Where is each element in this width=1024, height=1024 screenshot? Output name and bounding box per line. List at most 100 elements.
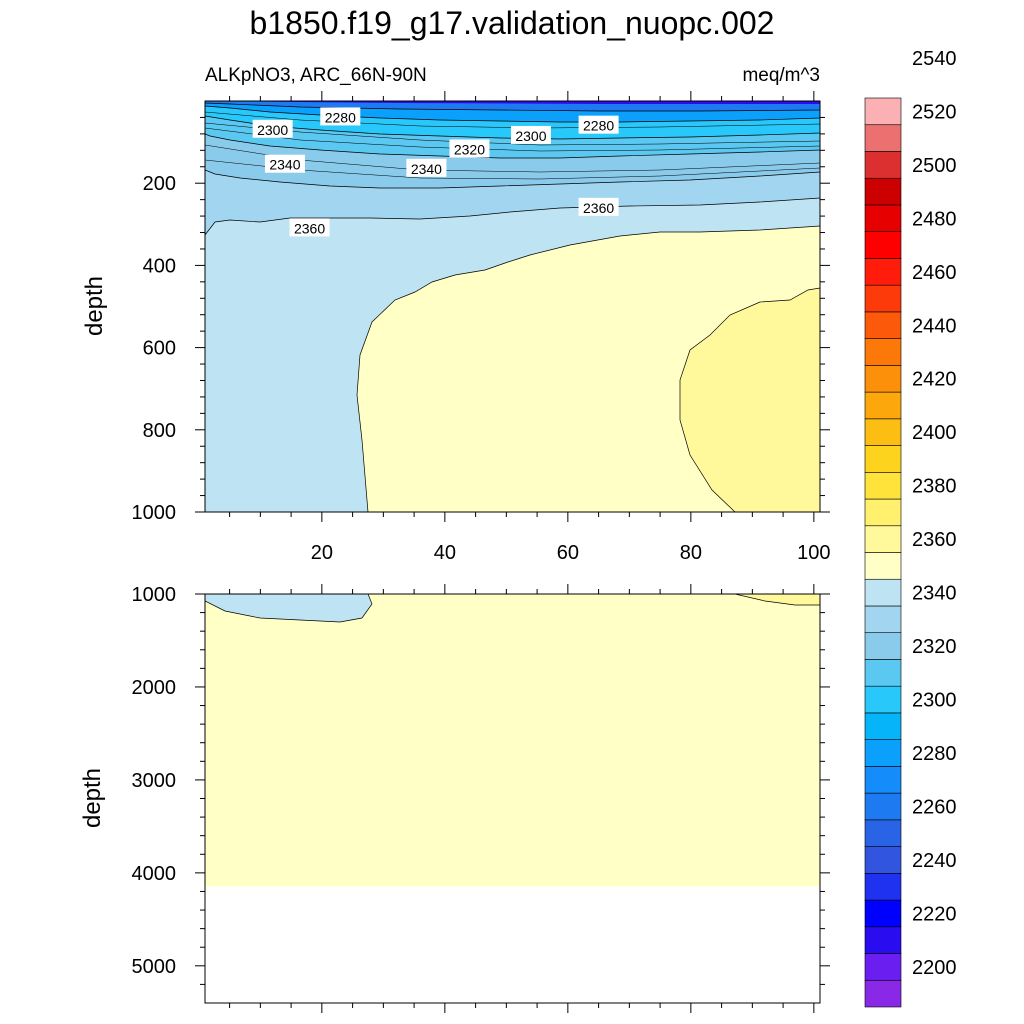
colorbar-label: 2400 bbox=[912, 422, 957, 444]
lower-contour-fills bbox=[205, 594, 820, 887]
contour-label-text: 2280 bbox=[325, 109, 356, 125]
contour-label: 2360 bbox=[289, 218, 330, 237]
contour-label-bg bbox=[510, 125, 551, 144]
colorbar-swatch bbox=[864, 659, 902, 687]
colorbar bbox=[864, 97, 902, 1008]
colorbar-swatch bbox=[864, 365, 902, 393]
upper-y-tick-label: 1000 bbox=[132, 502, 177, 524]
colorbar-label: 2540 bbox=[912, 48, 957, 70]
contour-label: 2300 bbox=[510, 125, 551, 144]
colorbar-swatch bbox=[864, 311, 902, 339]
colorbar-swatch bbox=[864, 204, 902, 232]
upper-x-tick-label: 80 bbox=[680, 542, 702, 564]
lower-axis-ticks bbox=[195, 584, 830, 1013]
contour-label-text: 2300 bbox=[515, 128, 546, 144]
colorbar-swatch bbox=[864, 151, 902, 179]
colorbar-swatch bbox=[864, 766, 902, 794]
contour-label: 2280 bbox=[578, 115, 619, 134]
lower-y-tick-label: 1000 bbox=[132, 584, 177, 606]
contour-label-bg bbox=[289, 218, 330, 237]
fill-2220-2240 bbox=[205, 101, 820, 104]
upper-x-tick-label: 60 bbox=[557, 542, 579, 564]
subtitle-units: meq/m^3 bbox=[742, 65, 820, 86]
colorbar-swatch bbox=[864, 632, 902, 660]
colorbar-swatch bbox=[864, 712, 902, 740]
upper-y-axis-label: depth bbox=[81, 276, 108, 336]
contour-label-text: 2280 bbox=[583, 118, 614, 134]
contour-label-text: 2340 bbox=[269, 157, 300, 173]
colorbar-swatch bbox=[864, 552, 902, 580]
fill-2400-2420-lower bbox=[734, 594, 820, 606]
colorbar-label: 2240 bbox=[912, 850, 957, 872]
lower-y-tick-labels: 1000 2000 3000 4000 5000 bbox=[132, 584, 177, 978]
upper-axis-ticks bbox=[195, 91, 830, 522]
colorbar-label: 2280 bbox=[912, 743, 957, 765]
colorbar-swatch bbox=[864, 418, 902, 446]
colorbar-swatch bbox=[864, 926, 902, 954]
colorbar-swatch bbox=[864, 525, 902, 553]
colorbar-swatch bbox=[864, 605, 902, 634]
colorbar-swatch bbox=[864, 578, 902, 607]
upper-x-tick-labels: 20 40 60 80 100 bbox=[311, 542, 831, 564]
upper-y-tick-label: 600 bbox=[143, 338, 176, 360]
contour-label-text: 2360 bbox=[583, 200, 614, 216]
colorbar-swatch bbox=[864, 258, 902, 286]
subtitle-left: ALKpNO3, ARC_66N-90N bbox=[205, 65, 427, 86]
contour-label-text: 2360 bbox=[294, 220, 325, 236]
lower-y-tick-label: 2000 bbox=[132, 677, 177, 699]
colorbar-swatch bbox=[864, 391, 902, 420]
upper-contour-labels: 2280 2300 2280 2300 2320 2340 2340 2360 2360 bbox=[252, 107, 619, 237]
fill-2400-2420 bbox=[679, 287, 820, 512]
colorbar-swatch bbox=[864, 685, 902, 714]
colorbar-label: 2220 bbox=[912, 903, 957, 925]
upper-y-tick-label: 800 bbox=[143, 420, 176, 442]
colorbar-swatch bbox=[864, 471, 902, 500]
colorbar-swatch bbox=[864, 231, 902, 259]
colorbar-swatch bbox=[864, 97, 902, 126]
colorbar-label: 2300 bbox=[912, 690, 957, 712]
contour-label-bg bbox=[578, 197, 619, 216]
contour-label-bg bbox=[264, 154, 305, 173]
colorbar-swatch bbox=[864, 445, 902, 473]
colorbar-swatch bbox=[864, 792, 902, 821]
colorbar-swatch bbox=[864, 124, 902, 152]
chart-title: b1850.f19_g17.validation_nuopc.002 bbox=[250, 5, 775, 41]
upper-x-tick-label: 20 bbox=[311, 542, 333, 564]
contour-label-bg bbox=[449, 139, 490, 158]
fill-2360-2380-lower bbox=[205, 594, 373, 623]
upper-y-tick-label: 200 bbox=[143, 173, 176, 195]
contour-label-bg bbox=[320, 107, 361, 126]
upper-x-tick-label: 100 bbox=[797, 542, 830, 564]
lower-y-axis-label: depth bbox=[79, 768, 106, 828]
colorbar-swatch bbox=[864, 338, 902, 366]
colorbar-label: 2440 bbox=[912, 315, 957, 337]
lower-y-tick-label: 5000 bbox=[132, 956, 177, 978]
colorbar-swatch bbox=[864, 846, 902, 874]
colorbar-label: 2500 bbox=[912, 155, 957, 177]
contour-label-text: 2320 bbox=[454, 141, 485, 157]
contour-label: 2340 bbox=[406, 158, 447, 177]
contour-label-text: 2340 bbox=[411, 161, 442, 177]
lower-panel: 1000 2000 3000 4000 5000 depth bbox=[79, 584, 830, 1013]
fill-2380-2400-lower bbox=[205, 594, 820, 886]
lower-y-tick-label: 3000 bbox=[132, 770, 177, 792]
contour-label: 2300 bbox=[252, 119, 293, 138]
colorbar-label: 2380 bbox=[912, 476, 957, 498]
contour-label: 2280 bbox=[320, 107, 361, 126]
colorbar-labels: 2200 2220 2240 2260 2280 2300 2320 2340 2360 2380… bbox=[912, 48, 957, 979]
contour-label-text: 2300 bbox=[257, 122, 288, 138]
colorbar-label: 2340 bbox=[912, 583, 957, 605]
colorbar-swatch bbox=[864, 498, 902, 527]
colorbar-label: 2480 bbox=[912, 208, 957, 230]
colorbar-swatch bbox=[864, 979, 902, 1008]
colorbar-label: 2360 bbox=[912, 529, 957, 551]
colorbar-label: 2320 bbox=[912, 636, 957, 658]
contour-label-bg bbox=[252, 119, 293, 138]
colorbar-swatch bbox=[864, 739, 902, 767]
upper-y-tick-labels: 200 400 600 800 1000 bbox=[132, 173, 177, 524]
lower-y-tick-label: 4000 bbox=[132, 863, 177, 885]
colorbar-swatch bbox=[864, 284, 902, 313]
colorbar-swatch bbox=[864, 873, 902, 901]
